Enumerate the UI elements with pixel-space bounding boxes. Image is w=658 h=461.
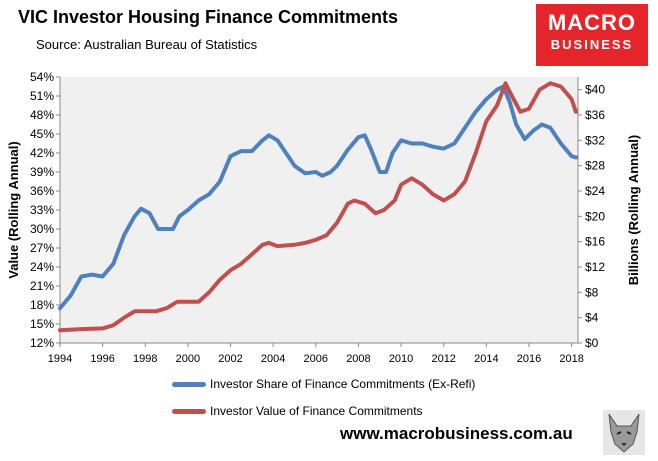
wolf-logo-icon [603, 410, 645, 455]
y-left-axis-title: Value (Rolling Annual) [6, 141, 21, 278]
y-right-tick-label: $24 [585, 184, 605, 198]
x-tick-label: 2006 [304, 353, 328, 365]
x-tick-label: 2016 [517, 353, 541, 365]
y-right-tick-label: $32 [585, 133, 605, 147]
chart-source: Source: Australian Bureau of Statistics [36, 37, 258, 52]
x-tick-label: 2002 [218, 353, 242, 365]
y-left-tick-label: 51% [30, 89, 54, 103]
y-left-tick-label: 36% [30, 184, 54, 198]
logo-line-2: BUSINESS [550, 37, 634, 52]
y-right-tick-label: $16 [585, 235, 605, 249]
y-right-tick-label: $8 [585, 285, 599, 299]
y-right-tick-label: $20 [585, 209, 605, 223]
y-left-tick-label: 54% [30, 70, 54, 84]
website-url: www.macrobusiness.com.au [340, 424, 573, 443]
y-left-tick-label: 30% [30, 222, 54, 236]
x-tick-label: 2012 [431, 353, 455, 365]
y-right-axis-title: Billions (Rolling Annual) [626, 135, 641, 285]
y-left-tick-label: 48% [30, 108, 54, 122]
macrobusiness-logo: MACRO BUSINESS [536, 4, 648, 66]
x-tick-label: 1994 [48, 353, 72, 365]
x-tick-label: 2010 [389, 353, 413, 365]
y-right-tick-label: $36 [585, 108, 605, 122]
x-tick-label: 2000 [176, 353, 200, 365]
y-left-tick-label: 27% [30, 241, 54, 255]
x-tick-label: 2004 [261, 353, 285, 365]
x-tick-label: 2018 [559, 353, 583, 365]
y-left-tick-label: 18% [30, 298, 54, 312]
legend-label-investor-value: Investor Value of Finance Commitments [210, 404, 423, 418]
series-line-investor-share [58, 84, 578, 311]
x-tick-label: 1996 [90, 353, 114, 365]
logo-line-1: MACRO [547, 10, 637, 35]
y-right-tick-label: $0 [585, 336, 599, 350]
y-left-tick-label: 24% [30, 260, 54, 274]
y-right-tick-label: $40 [585, 83, 605, 97]
y-right-tick-label: $12 [585, 260, 605, 274]
x-tick-label: 1998 [133, 353, 157, 365]
legend-item-investor-share: Investor Share of Finance Commitments (E… [172, 377, 475, 391]
y-left-tick-label: 39% [30, 165, 54, 179]
y-right-tick-label: $4 [585, 311, 599, 325]
legend-item-investor-value: Investor Value of Finance Commitments [172, 404, 423, 418]
y-left-tick-label: 15% [30, 317, 54, 331]
y-right-tick-label: $28 [585, 159, 605, 173]
y-left-tick-label: 42% [30, 146, 54, 160]
chart-title: VIC Investor Housing Finance Commitments [18, 7, 399, 27]
y-left-tick-label: 45% [30, 127, 54, 141]
x-tick-label: 2014 [474, 353, 498, 365]
series-line-investor-value [58, 81, 578, 333]
y-left-tick-label: 33% [30, 203, 54, 217]
x-tick-label: 2008 [346, 353, 370, 365]
legend-label-investor-share: Investor Share of Finance Commitments (E… [210, 377, 476, 391]
legend-swatch-blue-line [172, 381, 206, 387]
legend-swatch-red-line [172, 408, 206, 414]
y-left-tick-label: 21% [30, 279, 54, 293]
y-left-tick-label: 12% [30, 336, 54, 350]
